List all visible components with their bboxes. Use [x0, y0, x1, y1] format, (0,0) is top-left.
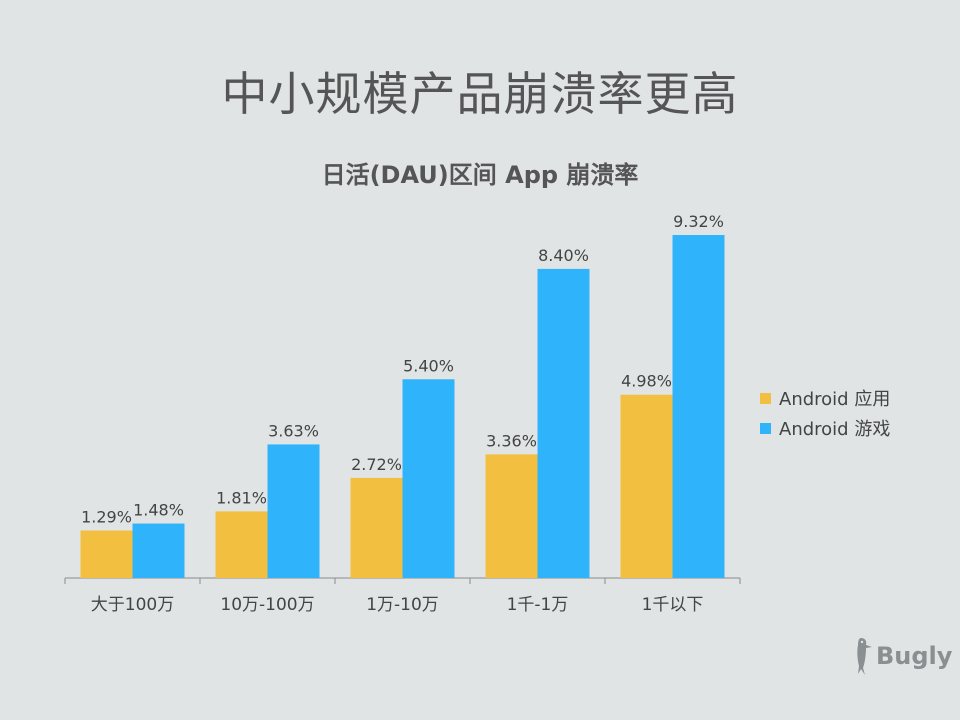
- x-tick-label: 1千-1万: [507, 595, 569, 615]
- data-label: 1.29%: [81, 508, 132, 527]
- bar-android-app: [620, 394, 673, 578]
- chart-legend: Android 应用 Android 游戏: [760, 383, 890, 443]
- x-tick-label: 1万-10万: [366, 595, 439, 615]
- legend-label-android-app: Android 应用: [779, 389, 891, 410]
- legend-swatch-android-game: [760, 422, 771, 434]
- data-label: 3.36%: [486, 431, 537, 450]
- bar-android-game: [672, 235, 725, 579]
- data-label: 3.63%: [268, 421, 319, 440]
- chart-title: 日活(DAU)区间 App 崩溃率: [321, 161, 639, 189]
- bar-android-game: [267, 444, 320, 578]
- bar-android-app: [80, 530, 133, 578]
- bar-android-game: [132, 523, 185, 578]
- x-tick-label: 10万-100万: [220, 595, 314, 615]
- data-label: 1.81%: [216, 488, 267, 507]
- slide-title: 中小规模产品崩溃率更高: [221, 67, 739, 121]
- data-label: 4.98%: [621, 372, 672, 391]
- legend-swatch-android-app: [760, 392, 771, 404]
- x-tick-label: 1千以下: [642, 595, 704, 615]
- data-label: 9.32%: [673, 212, 724, 231]
- data-label: 2.72%: [351, 455, 402, 474]
- brand-logo: Bugly: [852, 636, 952, 676]
- legend-item-android-game: Android 游戏: [760, 413, 890, 443]
- bar-android-app: [215, 511, 268, 578]
- legend-item-android-app: Android 应用: [760, 383, 890, 413]
- woodpecker-icon: [857, 638, 872, 675]
- data-label: 8.40%: [538, 246, 589, 265]
- bar-android-app: [350, 477, 403, 578]
- legend-label-android-game: Android 游戏: [779, 419, 891, 440]
- data-label: 1.48%: [133, 501, 184, 520]
- bar-android-game: [537, 268, 590, 578]
- x-tick-label: 大于100万: [91, 595, 174, 615]
- brand-name: Bugly: [876, 642, 953, 670]
- data-label: 5.40%: [403, 356, 454, 375]
- bar-android-game: [402, 379, 455, 578]
- bar-android-app: [485, 454, 538, 578]
